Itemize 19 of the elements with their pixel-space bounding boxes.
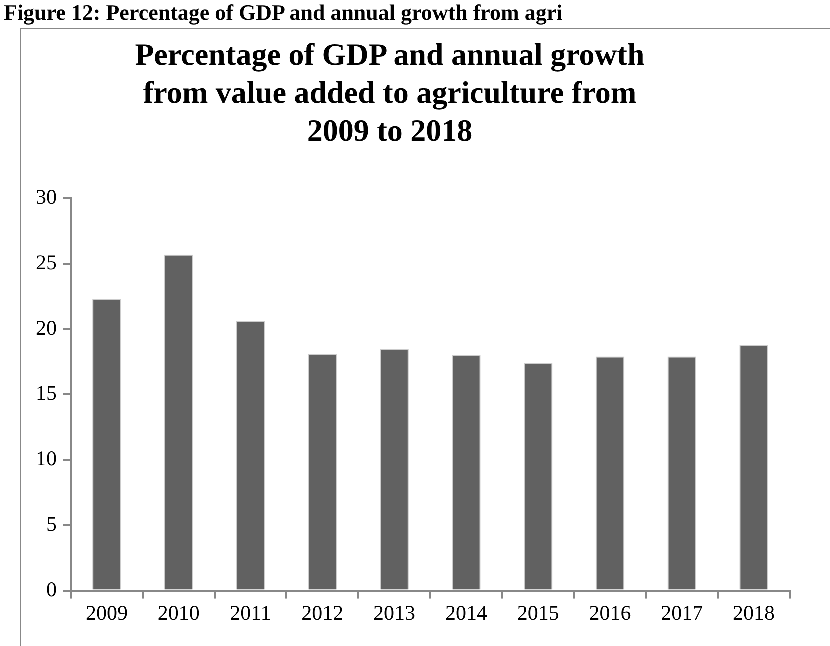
x-tick-label: 2010 [158,600,200,625]
x-tick-label: 2011 [230,600,272,625]
y-tick-label: 30 [36,185,57,210]
y-tick-label: 25 [36,250,57,274]
y-tick-label: 0 [46,577,57,602]
x-tick-label: 2009 [86,600,128,625]
x-tick-label: 2013 [374,600,416,625]
x-tick-label: 2015 [517,600,560,625]
y-tick-label: 20 [36,316,57,340]
x-tick-label: 2017 [661,600,704,625]
y-tick-label: 5 [46,512,57,536]
x-tick-label: 2016 [589,600,632,625]
chart-title: Percentage of GDP and annual growth from value added to agriculture from 2009 to 2018 [134,36,646,150]
y-tick-label: 10 [36,446,57,471]
x-tick-label: 2012 [302,600,344,625]
x-tick-label: 2018 [733,600,776,625]
x-tick-label: 2014 [445,600,488,625]
caption: Figure 12: Percentage of GDP and annual growth from agri [4,0,563,26]
y-tick-label: 15 [36,381,57,406]
